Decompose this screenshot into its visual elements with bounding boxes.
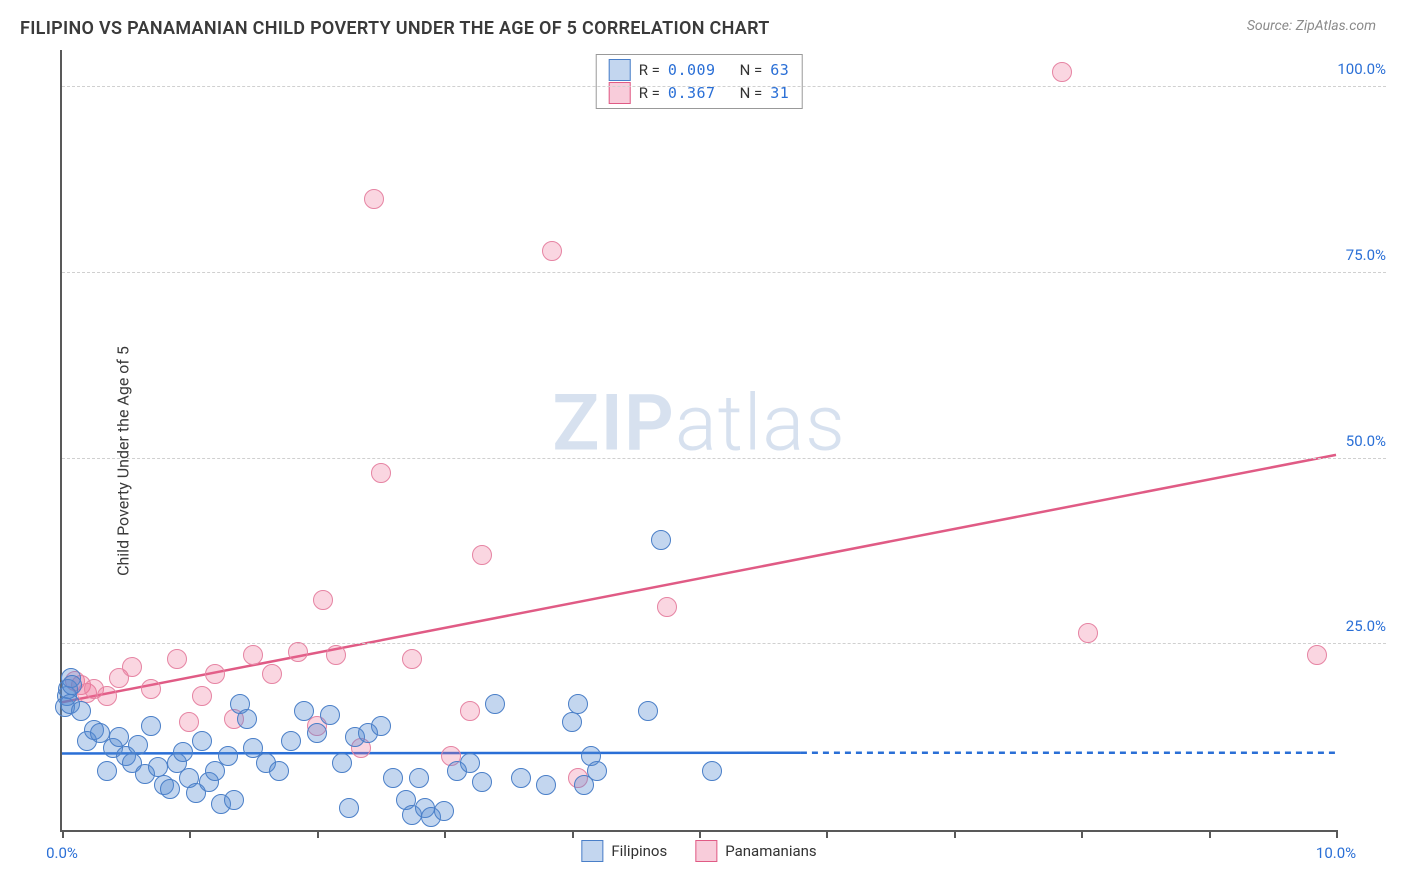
data-point-blue <box>485 694 505 714</box>
x-tick <box>189 830 191 838</box>
data-point-pink <box>288 642 308 662</box>
data-point-blue <box>320 705 340 725</box>
data-point-blue <box>294 701 314 721</box>
data-point-blue <box>97 761 117 781</box>
data-point-pink <box>179 712 199 732</box>
x-tick <box>317 830 319 838</box>
data-point-blue <box>141 716 161 736</box>
data-point-blue <box>332 753 352 773</box>
data-point-blue <box>237 709 257 729</box>
data-point-pink <box>657 597 677 617</box>
data-point-blue <box>587 761 607 781</box>
data-point-blue <box>192 731 212 751</box>
data-point-pink <box>472 545 492 565</box>
data-point-blue <box>218 746 238 766</box>
data-point-pink <box>542 241 562 261</box>
gridline <box>62 643 1386 644</box>
data-point-blue <box>307 723 327 743</box>
data-point-pink <box>205 664 225 684</box>
y-tick-label: 50.0% <box>1338 432 1386 450</box>
gridline <box>62 272 1386 273</box>
stats-row-filipinos: R = 0.009 N = 63 <box>609 59 790 82</box>
data-point-pink <box>402 649 422 669</box>
y-tick-label: 100.0% <box>1329 60 1386 78</box>
x-tick <box>444 830 446 838</box>
data-point-blue <box>148 757 168 777</box>
data-point-pink <box>122 657 142 677</box>
stats-row-panamanians: R = 0.367 N = 31 <box>609 82 790 105</box>
data-point-pink <box>1307 645 1327 665</box>
plot-area: ZIPatlas R = 0.009 N = 63 R = 0.367 N = … <box>60 50 1336 832</box>
data-point-blue <box>224 790 244 810</box>
data-point-pink <box>460 701 480 721</box>
data-point-pink <box>141 679 161 699</box>
data-point-blue <box>128 735 148 755</box>
data-point-blue <box>638 701 658 721</box>
swatch-pink-icon <box>609 82 631 104</box>
x-tick <box>826 830 828 838</box>
data-point-blue <box>160 779 180 799</box>
watermark: ZIPatlas <box>552 379 845 470</box>
data-point-pink <box>364 189 384 209</box>
x-tick-label: 10.0% <box>1316 844 1356 862</box>
data-point-blue <box>511 768 531 788</box>
data-point-blue <box>339 798 359 818</box>
data-point-blue <box>269 761 289 781</box>
data-point-blue <box>281 731 301 751</box>
y-tick-label: 25.0% <box>1338 617 1386 635</box>
source-attribution: Source: ZipAtlas.com <box>1247 18 1376 34</box>
data-point-blue <box>651 530 671 550</box>
chart-container: Child Poverty Under the Age of 5 ZIPatla… <box>50 50 1386 872</box>
chart-title: FILIPINO VS PANAMANIAN CHILD POVERTY UND… <box>20 18 770 39</box>
x-tick <box>1336 830 1338 838</box>
legend-item-panamanians: Panamanians <box>695 840 816 862</box>
x-tick <box>699 830 701 838</box>
x-tick <box>1209 830 1211 838</box>
swatch-blue-icon <box>609 59 631 81</box>
swatch-blue-icon <box>581 840 603 862</box>
swatch-pink-icon <box>695 840 717 862</box>
data-point-pink <box>326 645 346 665</box>
data-point-pink <box>243 645 263 665</box>
data-point-pink <box>371 463 391 483</box>
data-point-blue <box>62 675 82 695</box>
gridline <box>62 458 1386 459</box>
x-tick <box>1081 830 1083 838</box>
data-point-pink <box>1078 623 1098 643</box>
x-tick <box>62 830 64 838</box>
data-point-blue <box>383 768 403 788</box>
data-point-blue <box>472 772 492 792</box>
x-tick <box>572 830 574 838</box>
data-point-blue <box>173 742 193 762</box>
legend-item-filipinos: Filipinos <box>581 840 667 862</box>
data-point-blue <box>460 753 480 773</box>
data-point-blue <box>434 801 454 821</box>
data-point-pink <box>313 590 333 610</box>
series-legend: Filipinos Panamanians <box>581 840 816 862</box>
data-point-blue <box>568 694 588 714</box>
y-tick-label: 75.0% <box>1338 246 1386 264</box>
data-point-blue <box>562 712 582 732</box>
x-tick-label: 0.0% <box>46 844 78 862</box>
data-point-pink <box>262 664 282 684</box>
data-point-blue <box>702 761 722 781</box>
stats-legend: R = 0.009 N = 63 R = 0.367 N = 31 <box>596 54 803 109</box>
data-point-blue <box>71 701 91 721</box>
x-tick <box>954 830 956 838</box>
data-point-pink <box>97 686 117 706</box>
data-point-blue <box>371 716 391 736</box>
data-point-blue <box>109 727 129 747</box>
data-point-blue <box>409 768 429 788</box>
data-point-pink <box>1052 62 1072 82</box>
gridline <box>62 86 1386 87</box>
data-point-pink <box>192 686 212 706</box>
data-point-blue <box>536 775 556 795</box>
data-point-pink <box>167 649 187 669</box>
